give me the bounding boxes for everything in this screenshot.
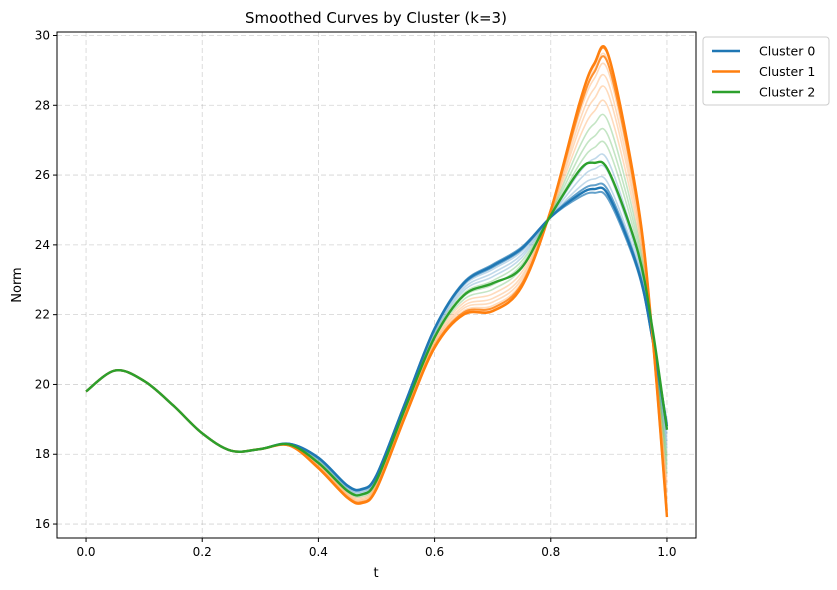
member-curve: [85, 55, 668, 511]
x-tick-label: 0.8: [541, 545, 560, 559]
member-curve: [85, 85, 668, 501]
y-tick-label: 18: [35, 447, 50, 461]
x-tick-label: 1.0: [657, 545, 676, 559]
series-line-cluster-0: [85, 186, 669, 492]
x-tick-label: 0.2: [193, 545, 212, 559]
x-axis-ticks: 0.0 0.2 0.4 0.6 0.8 1.0: [76, 538, 677, 559]
x-tick-label: 0.4: [309, 545, 328, 559]
member-curve: [85, 175, 668, 493]
member-curve: [85, 190, 668, 491]
y-tick-label: 26: [35, 168, 50, 182]
legend-label: Cluster 1: [759, 64, 815, 79]
legend-box: [702, 36, 830, 106]
y-tick-label: 30: [35, 28, 50, 42]
member-curve: [85, 127, 668, 497]
series-line-cluster-1: [85, 45, 669, 518]
x-tick-label: 0.6: [425, 545, 444, 559]
legend: Cluster 0 Cluster 1 Cluster 2: [702, 36, 830, 106]
y-tick-label: 16: [35, 517, 50, 531]
legend-label: Cluster 2: [759, 85, 815, 100]
y-tick-label: 20: [35, 377, 50, 391]
grid: [57, 32, 696, 538]
y-tick-label: 24: [35, 238, 50, 252]
y-tick-label: 22: [35, 308, 50, 322]
member-curve: [85, 46, 668, 517]
member-curve: [85, 153, 668, 495]
member-curve: [85, 99, 668, 500]
y-tick-label: 28: [35, 98, 50, 112]
member-curve: [85, 182, 668, 492]
y-axis-ticks: 16 18 20 22 24 26 28 30: [35, 28, 57, 531]
chart-title: Smoothed Curves by Cluster (k=3): [245, 9, 507, 27]
series-line-cluster-2: [85, 160, 669, 497]
x-axis-title: t: [373, 566, 378, 581]
x-tick-label: 0.0: [76, 545, 95, 559]
member-curve: [85, 164, 668, 494]
legend-label: Cluster 0: [759, 44, 815, 59]
plot-frame: [56, 31, 697, 539]
y-axis-title: Norm: [10, 267, 25, 302]
series-lines: [85, 45, 669, 518]
